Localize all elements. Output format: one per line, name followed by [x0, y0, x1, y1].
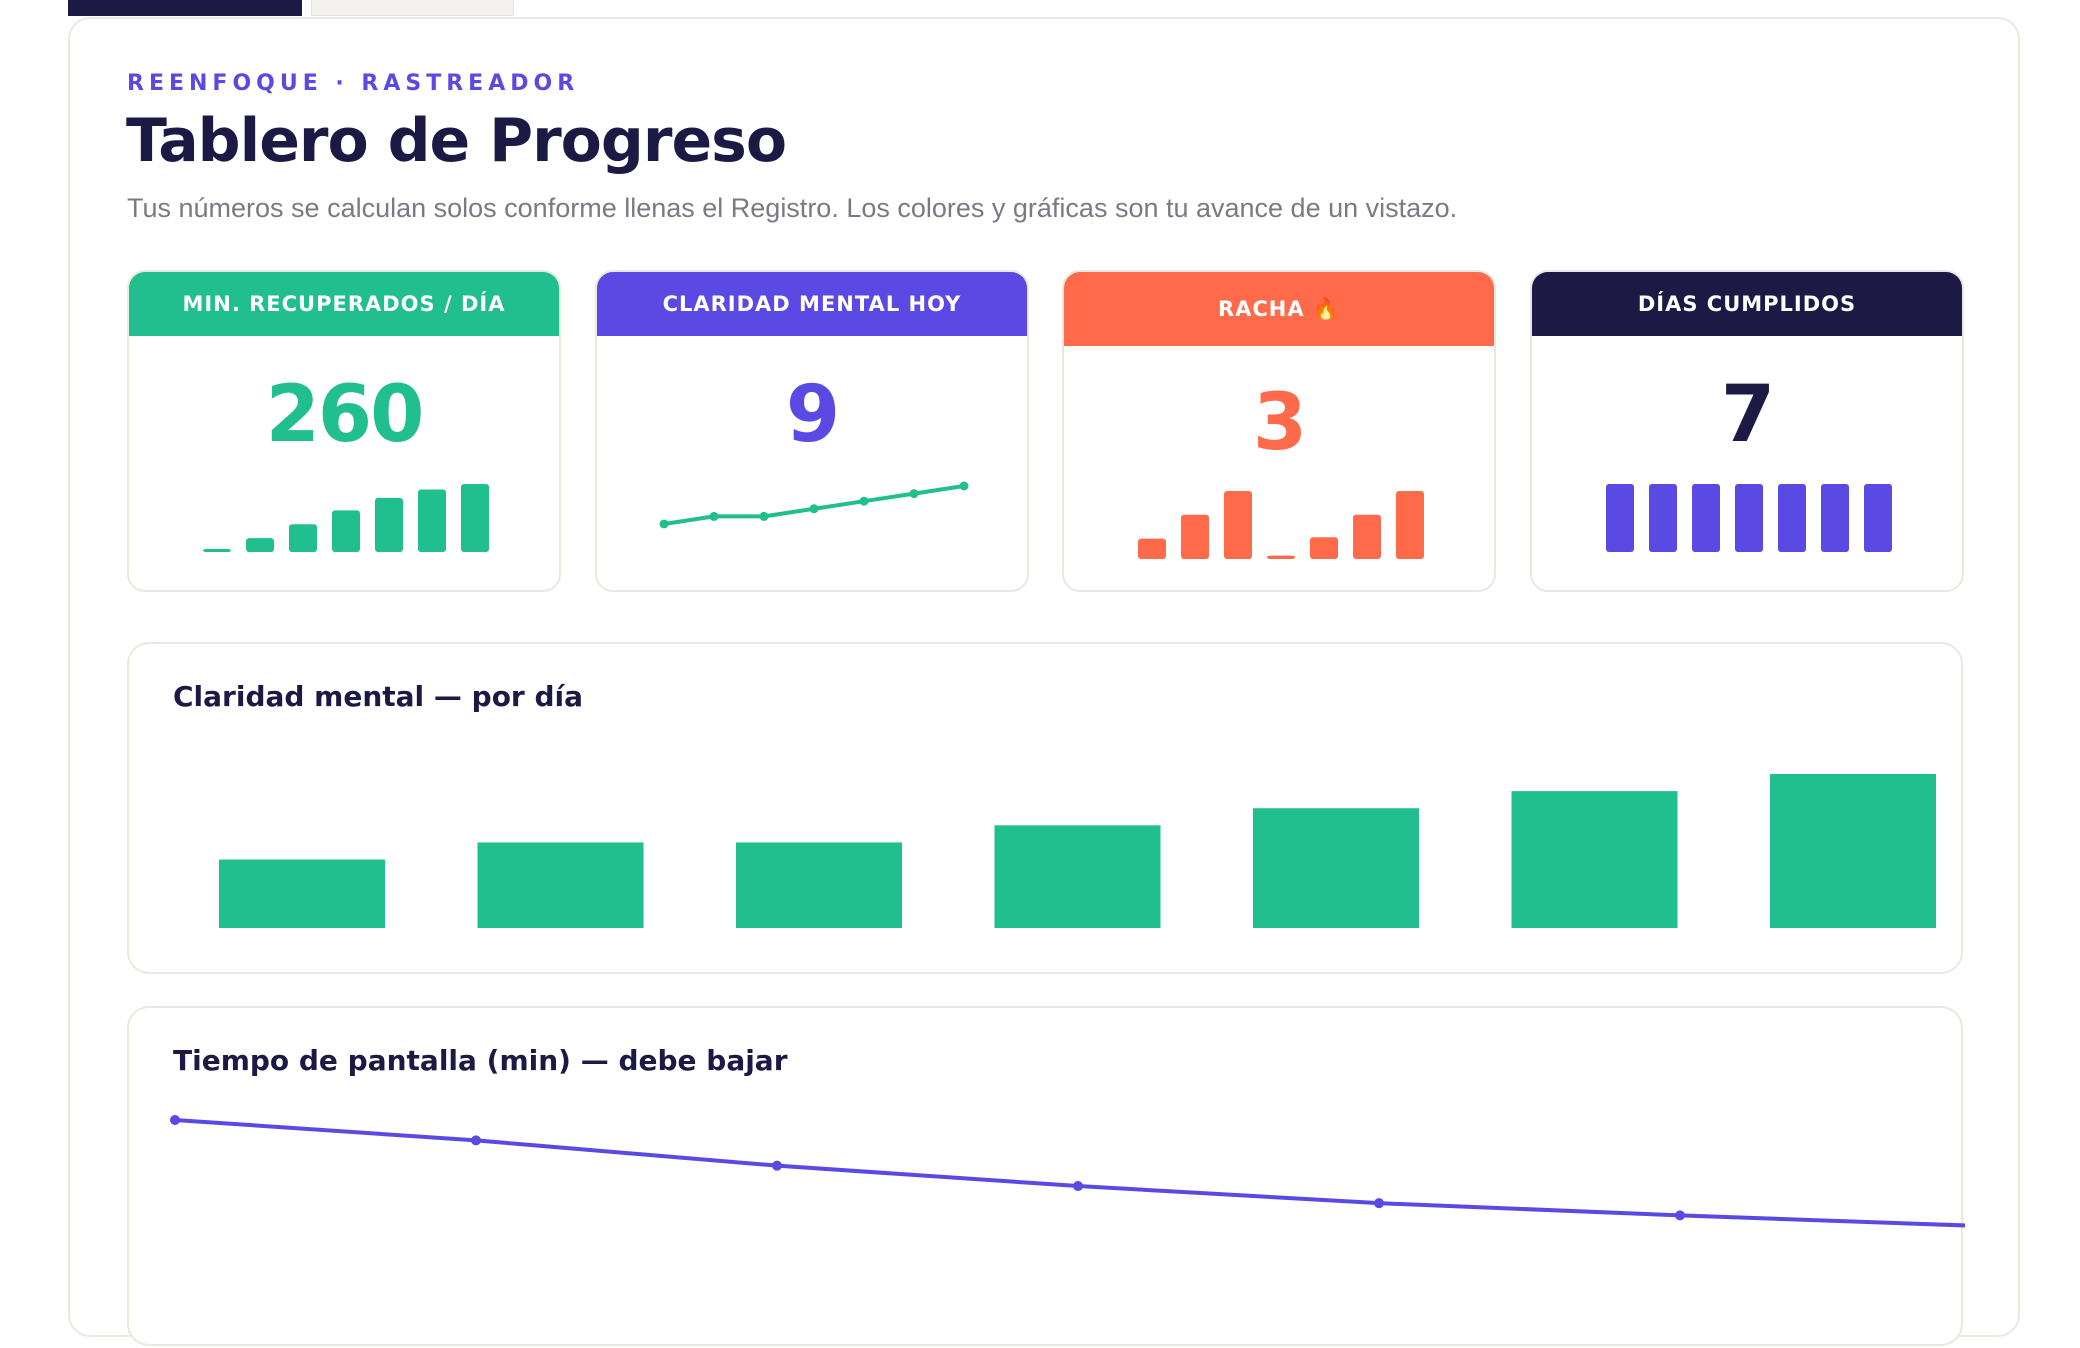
- spark-bar: [246, 538, 274, 552]
- kpi-sparkline: [659, 481, 969, 529]
- kpi-card-value: 7: [1720, 370, 1775, 460]
- eyebrow: REENFOQUE · RASTREADOR: [127, 71, 580, 96]
- chart-title: Claridad mental — por día: [173, 680, 584, 713]
- spark-bar: [461, 484, 489, 552]
- spark-bar: [1138, 538, 1166, 559]
- tab-inactive[interactable]: [311, 0, 514, 16]
- spark-point: [859, 496, 869, 506]
- spark-bar: [418, 489, 446, 552]
- chart-bar: [219, 859, 385, 928]
- kpi-card-value: 260: [265, 370, 425, 460]
- spark-point: [909, 489, 919, 499]
- chart-point: [1073, 1181, 1083, 1192]
- kpi-card-label: RACHA 🔥: [1064, 272, 1494, 346]
- page-title: Tablero de Progreso: [126, 106, 787, 176]
- chart-bar: [1511, 791, 1678, 928]
- chart-line: [173, 1118, 1965, 1228]
- spark-bar: [1778, 484, 1806, 552]
- spark-bar: [375, 497, 403, 552]
- kpi-card-minutes-recovered: MIN. RECUPERADOS / DÍA 260: [127, 270, 561, 592]
- tab-active[interactable]: [68, 0, 302, 16]
- spark-point: [959, 481, 969, 491]
- screen-time-line-chart: [170, 1115, 1965, 1228]
- spark-bar: [1396, 491, 1424, 559]
- spark-bar: [1735, 484, 1763, 552]
- spark-bar: [1649, 484, 1677, 552]
- kpi-card-value: 3: [1252, 378, 1307, 468]
- spark-bar: [1692, 484, 1720, 552]
- chart-point: [772, 1160, 782, 1171]
- kpi-sparkline: [1606, 484, 1892, 552]
- kpi-card-mental-clarity: CLARIDAD MENTAL HOY 9: [595, 270, 1029, 592]
- chart-bar: [736, 842, 902, 928]
- chart-point: [471, 1135, 481, 1146]
- spark-bar: [203, 549, 231, 552]
- kpi-card-value: 9: [785, 370, 840, 460]
- spark-bar: [1310, 537, 1338, 559]
- chart-bar: [1770, 774, 1936, 928]
- spark-point: [809, 504, 819, 514]
- chart-point: [1675, 1210, 1685, 1221]
- spark-bar: [1864, 484, 1892, 552]
- kpi-card-streak: RACHA 🔥 3: [1062, 270, 1496, 592]
- chart-point: [170, 1115, 180, 1125]
- spark-bar: [289, 524, 317, 552]
- spark-point: [659, 519, 669, 529]
- page-subtitle: Tus números se calculan solos conforme l…: [127, 193, 1458, 223]
- kpi-sparkline: [1138, 491, 1424, 559]
- kpi-sparkline: [203, 484, 489, 552]
- spark-bar: [1821, 484, 1849, 552]
- spark-point: [709, 511, 719, 521]
- screen-time-chart-panel: Tiempo de pantalla (min) — debe bajar: [127, 1006, 1965, 1346]
- chart-bar: [477, 842, 644, 928]
- chart-point: [1374, 1198, 1384, 1209]
- kpi-card-label: DÍAS CUMPLIDOS: [1532, 272, 1962, 336]
- clarity-chart-panel: Claridad mental — por día: [127, 642, 1963, 974]
- spark-bar: [1267, 555, 1295, 559]
- chart-title: Tiempo de pantalla (min) — debe bajar: [173, 1044, 788, 1077]
- spark-bar: [1606, 484, 1634, 552]
- kpi-card-label: CLARIDAD MENTAL HOY: [597, 272, 1027, 336]
- spark-bar: [1224, 491, 1252, 559]
- kpi-card-label: MIN. RECUPERADOS / DÍA: [129, 272, 559, 336]
- chart-bar: [1253, 808, 1419, 928]
- spark-point: [759, 511, 769, 521]
- spark-bar: [332, 510, 360, 552]
- spark-bar: [1353, 514, 1381, 559]
- spark-bar: [1181, 514, 1209, 559]
- chart-bar: [994, 825, 1161, 928]
- clarity-bar-chart: [219, 774, 1936, 928]
- kpi-card-days-completed: DÍAS CUMPLIDOS 7: [1530, 270, 1964, 592]
